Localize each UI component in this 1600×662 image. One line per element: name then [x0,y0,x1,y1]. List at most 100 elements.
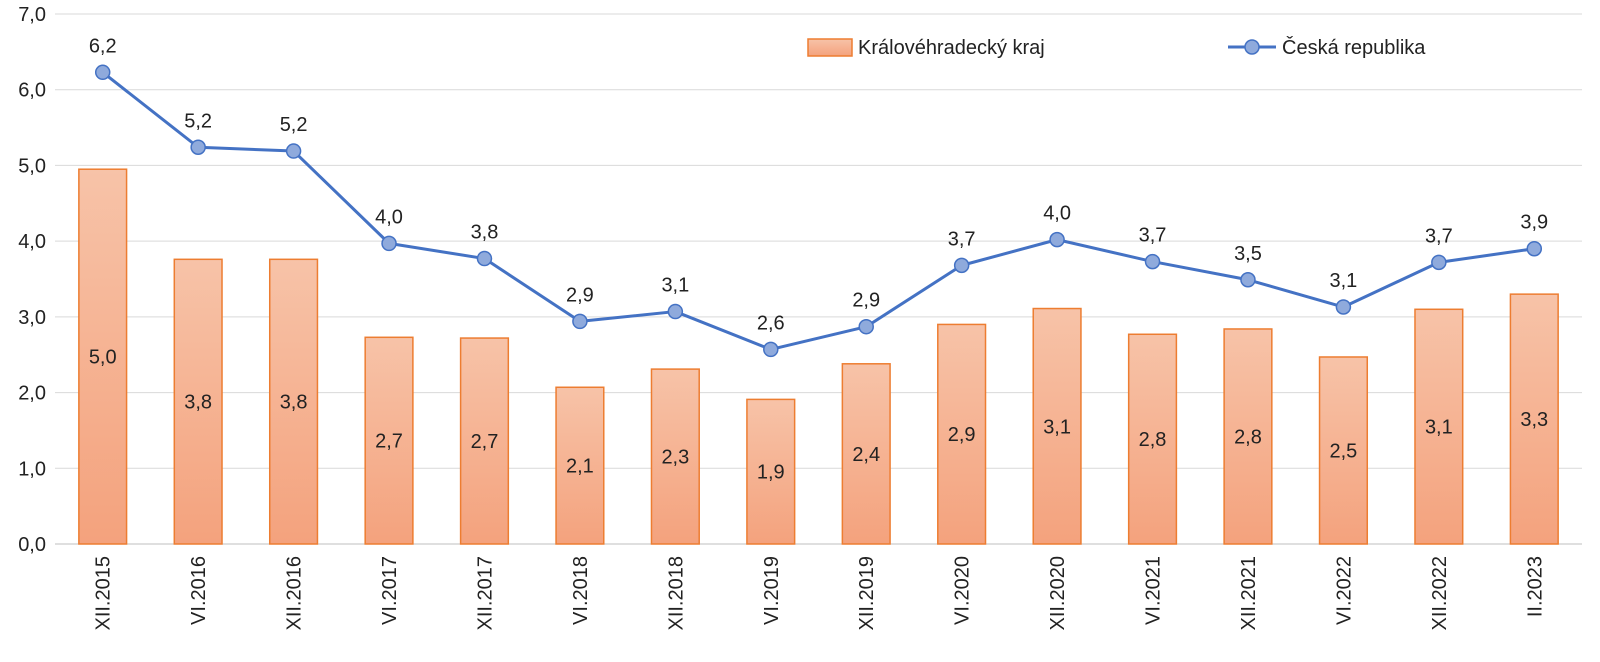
line-series: 6,2 5,2 5,2 4,0 3,8 2,9 3,1 2,6 2,9 3,7 4,0 3,7 3,5 3… [89,35,1548,358]
legend-label-bar: Královéhradecký kraj [858,37,1045,59]
y-tick-label: 5,0 [18,155,46,177]
line-data-label: 2,9 [566,284,594,306]
bar-data-label: 2,7 [375,431,403,453]
x-tick-label: XII.2018 [665,556,687,631]
line-data-label: 3,7 [1139,225,1167,247]
bar-data-label: 2,8 [1234,426,1262,448]
line-data-label: 3,1 [661,275,689,297]
bar-data-label: 2,1 [566,456,594,478]
y-tick-label: 2,0 [18,383,46,405]
line-data-label: 5,2 [184,110,212,132]
line-point [1526,240,1543,257]
line-data-label: 6,2 [89,35,117,57]
line-data-label: 3,7 [1425,225,1453,247]
line-point [1240,272,1256,288]
bar-data-label: 3,8 [280,392,308,414]
bar [1127,333,1178,545]
bar-data-label: 3,3 [1520,409,1548,431]
line-point [1431,254,1447,271]
line-point [953,257,970,274]
legend: Královéhradecký kraj Česká republika [807,36,1426,59]
line-point [190,139,206,156]
line-data-label: 3,7 [948,228,976,250]
bar [937,323,987,545]
x-tick-label: XII.2017 [474,556,496,631]
line-data-label: 3,9 [1520,212,1548,234]
x-tick-label: XII.2021 [1238,556,1260,631]
line-data-label: 4,0 [1043,203,1071,225]
bar-data-label: 2,5 [1330,440,1358,462]
bar-series: 5,0 3,8 3,8 2,7 2,7 2,1 2,3 1,9 2,4 2,9 3,1 2,8 2,8 2… [78,168,1559,545]
line-point [94,64,111,81]
line-data-label: 5,2 [280,114,308,136]
bar [555,386,605,545]
line-data-label: 3,5 [1234,243,1262,265]
x-tick-label: XII.2016 [284,556,306,631]
bar-data-label: 2,9 [948,424,976,446]
bar [459,337,510,545]
line-point [381,235,397,252]
legend-swatch-marker [1244,39,1260,55]
bar-data-label: 3,1 [1425,417,1453,439]
line-point [572,313,588,330]
line-point [858,318,874,335]
line-path [101,71,1535,351]
x-tick-label: VI.2017 [379,556,401,625]
bar-data-label: 2,4 [852,444,880,466]
y-tick-label: 7,0 [18,4,46,26]
y-tick-label: 6,0 [18,80,46,102]
bar-data-label: 5,0 [89,347,117,369]
line-point [1335,299,1352,315]
y-axis-ticks: 0,0 1,0 2,0 3,0 4,0 5,0 6,0 7,0 [18,4,46,556]
x-tick-label: VI.2021 [1143,556,1165,625]
line-point [667,303,684,320]
x-tick-label: XII.2015 [93,556,115,631]
line-point [1144,253,1161,270]
line-point [763,341,779,358]
y-tick-label: 4,0 [18,231,46,253]
bar [1223,328,1273,545]
bar [1032,307,1082,545]
bar [78,168,128,545]
legend-label-line: Česká republika [1282,36,1426,59]
x-tick-label: VI.2020 [952,556,974,625]
bar [1318,356,1369,545]
bar-data-label: 2,8 [1139,429,1167,451]
bar [364,336,414,545]
bar-data-label: 2,7 [471,431,499,453]
bar-data-label: 3,1 [1043,416,1071,438]
x-tick-label: VI.2018 [570,556,592,625]
bar [1414,308,1464,545]
x-tick-label: VI.2016 [188,556,210,625]
bar [746,398,796,545]
line-data-label: 2,6 [757,312,785,334]
line-point [1049,231,1065,248]
bar [268,258,319,545]
x-tick-label: II.2023 [1524,556,1546,617]
x-tick-label: XII.2022 [1429,556,1451,631]
bar [173,258,223,545]
x-tick-label: XII.2020 [1047,556,1069,631]
y-tick-label: 1,0 [18,458,46,480]
bar-data-label: 1,9 [757,462,785,484]
bar [650,368,700,545]
line-data-label: 4,0 [375,206,403,228]
line-point [285,143,302,159]
x-tick-label: VI.2022 [1333,556,1355,625]
bar-data-label: 3,8 [184,392,212,414]
line-point [476,250,493,267]
line-data-label: 3,8 [471,222,499,244]
x-axis-ticks: XII.2015 VI.2016 XII.2016 VI.2017 XII.2017 VI… [93,556,1547,631]
line-data-label: 2,9 [852,290,880,312]
bar-data-label: 2,3 [661,447,689,469]
y-tick-label: 3,0 [18,307,46,329]
bar [1509,293,1559,545]
legend-swatch-bar [807,38,853,57]
x-tick-label: XII.2019 [856,556,878,631]
bar [841,363,891,545]
line-data-label: 3,1 [1330,270,1358,292]
x-tick-label: VI.2019 [761,556,783,625]
y-tick-label: 0,0 [18,534,46,556]
